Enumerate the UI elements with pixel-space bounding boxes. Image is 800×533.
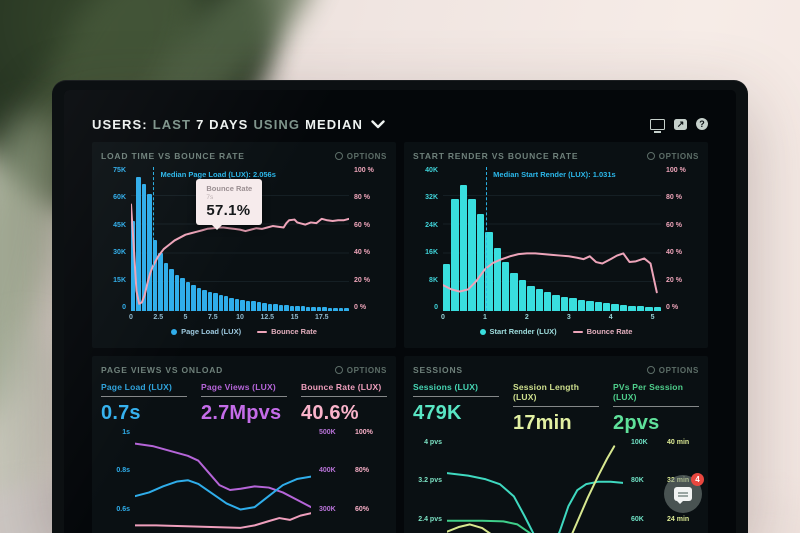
title-median: MEDIAN (305, 116, 363, 132)
plot-area[interactable]: Median Start Render (LUX): 1.031s (443, 167, 661, 311)
y-axis-right: 100 % 80 % 60 % 40 % 20 % 0 % (354, 167, 374, 311)
panel-header: PAGE VIEWS VS ONLOAD OPTIONS (101, 363, 387, 377)
app-header: USERS: LAST 7 DAYS USING MEDIAN ↗ ? (92, 114, 708, 134)
users-range-dropdown[interactable]: USERS: LAST 7 DAYS USING MEDIAN (92, 117, 385, 132)
title-using: USING (253, 116, 301, 132)
metric-summary: Page Load (LUX) 0.7s Page Views (LUX) 2.7Mp… (101, 382, 387, 425)
metric: Page Load (LUX) 0.7s (101, 382, 187, 425)
plot-area[interactable] (135, 429, 311, 533)
metric: Session Length (LUX) 17min (513, 382, 599, 435)
panel-page-views: PAGE VIEWS VS ONLOAD OPTIONS Page Load (… (92, 356, 396, 533)
y-axis-left: 75K 60K 45K 30K 15K 0 (113, 167, 126, 311)
panel-title: SESSIONS (413, 365, 463, 375)
title-days: 7 DAYS (196, 116, 249, 132)
panel-sessions: SESSIONS OPTIONS Sessions (LUX) 479K Sessi… (404, 356, 708, 533)
panel-title: START RENDER VS BOUNCE RATE (413, 151, 579, 161)
median-label: Median Start Render (LUX): 1.031s (493, 170, 616, 179)
bounce-rate-line (131, 167, 349, 311)
chat-badge: 4 (691, 473, 704, 486)
y-axis-right: 100 % 80 % 60 % 40 % 20 % 0 % (666, 167, 686, 311)
start-render-chart: 40K 32K 24K 16K 8K 0 Median Start Render (LUX… (413, 167, 699, 311)
plot-area[interactable] (447, 439, 623, 533)
title-users: USERS: (92, 116, 148, 132)
bounce-rate-tooltip: Bounce Rate 7s 57.1% (196, 178, 263, 230)
header-icons: ↗ ? (650, 118, 708, 133)
metric: PVs Per Session (LUX) 2pvs (613, 382, 699, 435)
legend-item[interactable]: Start Render (LUX) (479, 327, 557, 336)
chart-legend: Start Render (LUX) Bounce Rate (413, 324, 699, 339)
chart-legend: Page Load (LUX) Bounce Rate (101, 324, 387, 339)
median-dashed-line (153, 167, 155, 311)
metric: Page Views (LUX) 2.7Mpvs (201, 382, 287, 425)
laptop-screen: USERS: LAST 7 DAYS USING MEDIAN ↗ ? (52, 80, 748, 533)
y-axis-left: 1s0.8s0.6s0.4s (116, 429, 130, 513)
gear-icon (646, 152, 655, 160)
trend-lines (135, 429, 311, 533)
panel-title: PAGE VIEWS VS ONLOAD (101, 365, 224, 375)
gear-icon (334, 366, 343, 374)
panel-title: LOAD TIME VS BOUNCE RATE (101, 151, 245, 161)
metric: Sessions (LUX) 479K (413, 382, 499, 435)
load-time-chart: 75K 60K 45K 30K 15K 0 Median Page Load (LUX):… (101, 167, 387, 311)
legend-item[interactable]: Bounce Rate (257, 327, 317, 336)
page-views-chart: 1s0.8s0.6s0.4s 500K100%400K80%300K60%200… (101, 429, 387, 533)
monitor-icon[interactable] (650, 118, 665, 133)
share-icon[interactable]: ↗ (674, 118, 687, 130)
plot-area[interactable]: Median Page Load (LUX): 2.056s Bounce Ra… (131, 167, 349, 311)
help-icon[interactable]: ? (696, 118, 708, 130)
legend-item[interactable]: Page Load (LUX) (171, 327, 241, 336)
trend-lines (447, 439, 623, 533)
options-button[interactable]: OPTIONS (646, 152, 699, 161)
legend-item[interactable]: Bounce Rate (572, 327, 632, 336)
chevron-down-icon (371, 119, 385, 129)
panel-header: SESSIONS OPTIONS (413, 363, 699, 377)
histogram-bars (131, 167, 349, 311)
dashboard-screen: USERS: LAST 7 DAYS USING MEDIAN ↗ ? (64, 90, 736, 533)
metric: Bounce Rate (LUX) 40.6% (301, 382, 387, 425)
options-button[interactable]: OPTIONS (334, 366, 387, 375)
title-last: LAST (152, 116, 192, 132)
median-label: Median Page Load (LUX): 2.056s (160, 170, 276, 179)
metric-summary: Sessions (LUX) 479K Session Length (LUX) 17… (413, 382, 699, 435)
panel-header: START RENDER VS BOUNCE RATE OPTIONS (413, 149, 699, 163)
options-button[interactable]: OPTIONS (334, 152, 387, 161)
options-button[interactable]: OPTIONS (646, 366, 699, 375)
panel-load-time: LOAD TIME VS BOUNCE RATE OPTIONS 75K 60K 4… (92, 142, 396, 348)
chat-widget-button[interactable]: 4 (664, 473, 704, 513)
bounce-rate-line (443, 167, 661, 311)
gear-icon (646, 366, 655, 374)
median-dashed-line (486, 167, 488, 311)
x-axis: 0 2.5 5 7.5 10 12.5 15 17.5 (129, 314, 329, 321)
panel-header: LOAD TIME VS BOUNCE RATE OPTIONS (101, 149, 387, 163)
gear-icon (334, 152, 343, 160)
panel-start-render: START RENDER VS BOUNCE RATE OPTIONS 40K 3… (404, 142, 708, 348)
panel-grid: LOAD TIME VS BOUNCE RATE OPTIONS 75K 60K 4… (92, 142, 708, 533)
y-axis-left: 40K 32K 24K 16K 8K 0 (425, 167, 438, 311)
chat-bubble-icon (674, 487, 692, 504)
